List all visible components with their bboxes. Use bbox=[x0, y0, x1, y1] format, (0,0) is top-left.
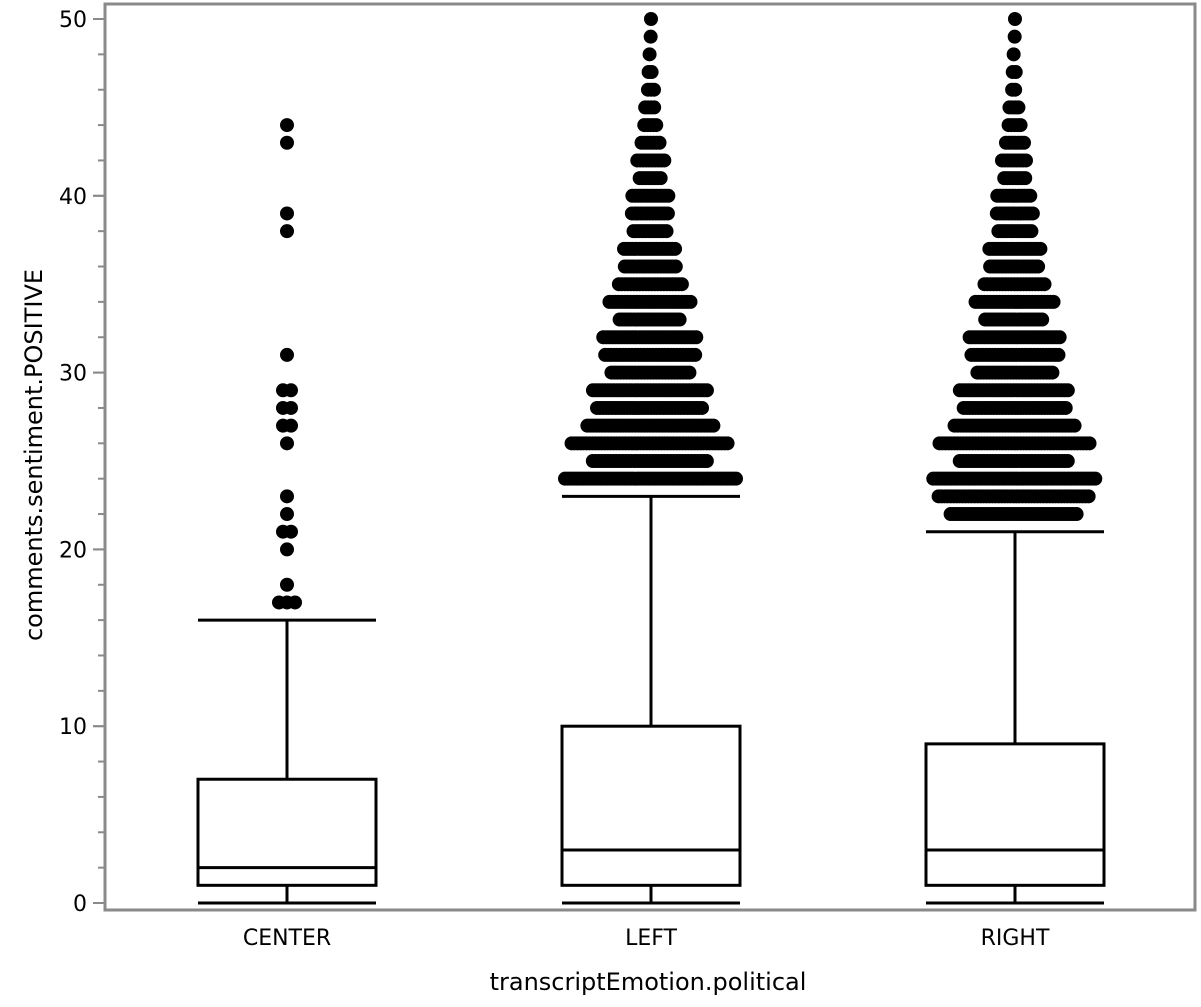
outlier-point bbox=[280, 507, 294, 522]
outlier-point bbox=[653, 171, 668, 186]
y-tick-label: 10 bbox=[59, 715, 87, 740]
outlier-point bbox=[720, 436, 735, 451]
outlier-point bbox=[280, 436, 294, 451]
outlier-point bbox=[699, 454, 714, 468]
outlier-point bbox=[672, 312, 687, 327]
outlier-point bbox=[1035, 312, 1050, 327]
outlier-point bbox=[649, 118, 664, 133]
y-tick-label: 30 bbox=[59, 362, 87, 387]
outlier-point bbox=[674, 277, 689, 292]
outlier-point bbox=[644, 65, 659, 80]
outlier-point bbox=[288, 595, 302, 610]
outlier-point bbox=[1069, 507, 1084, 522]
outlier-point bbox=[280, 224, 294, 239]
outlier-point bbox=[729, 471, 743, 486]
iqr-box bbox=[196, 777, 378, 887]
outlier-point bbox=[280, 135, 294, 150]
outlier-point bbox=[280, 577, 294, 592]
outlier-point bbox=[1033, 241, 1048, 256]
outlier-point bbox=[1011, 100, 1026, 115]
outlier-point bbox=[1008, 12, 1022, 26]
y-tick-label: 20 bbox=[59, 538, 87, 563]
x-tick-label: RIGHT bbox=[981, 926, 1050, 951]
x-axis: CENTER LEFT RIGHT bbox=[243, 926, 1050, 951]
outlier-point bbox=[683, 294, 698, 309]
outlier-point bbox=[689, 330, 704, 345]
y-tick-label: 0 bbox=[73, 892, 87, 917]
outlier-point bbox=[1081, 489, 1096, 504]
outliers-right bbox=[926, 12, 1103, 522]
outlier-point bbox=[1046, 294, 1061, 309]
outlier-point bbox=[1008, 65, 1023, 80]
outlier-point bbox=[668, 241, 683, 256]
outlier-point bbox=[652, 135, 667, 150]
outlier-point bbox=[660, 206, 675, 221]
outlier-point bbox=[1006, 47, 1021, 62]
box-left bbox=[560, 494, 742, 905]
outlier-point bbox=[1031, 259, 1046, 274]
outlier-point bbox=[1013, 118, 1028, 133]
y-axis: 0 10 20 30 40 50 bbox=[59, 8, 105, 917]
outlier-point bbox=[646, 82, 661, 97]
outlier-point bbox=[1024, 224, 1039, 239]
outlier-point bbox=[1045, 365, 1060, 380]
iqr-box bbox=[924, 742, 1106, 887]
outlier-point bbox=[699, 383, 714, 398]
outlier-point bbox=[1007, 29, 1022, 44]
outlier-point bbox=[284, 383, 298, 398]
outlier-point bbox=[688, 347, 703, 362]
outlier-point bbox=[1016, 135, 1031, 150]
outlier-point bbox=[1067, 418, 1082, 433]
outlier-point bbox=[1018, 153, 1033, 168]
x-tick-label: LEFT bbox=[625, 926, 677, 951]
outlier-point bbox=[280, 206, 294, 221]
outlier-point bbox=[647, 100, 662, 115]
outlier-point bbox=[1052, 330, 1067, 345]
outlier-point bbox=[1060, 454, 1075, 468]
outlier-point bbox=[284, 418, 298, 433]
outlier-point bbox=[280, 347, 294, 362]
outlier-point bbox=[1060, 383, 1075, 398]
outlier-point bbox=[642, 47, 657, 62]
outlier-point bbox=[695, 400, 710, 415]
y-axis-title: comments.sentiment.POSITIVE bbox=[20, 269, 48, 641]
outlier-point bbox=[280, 542, 294, 557]
outlier-point bbox=[1058, 400, 1073, 415]
outlier-point bbox=[1082, 436, 1097, 451]
outlier-point bbox=[657, 153, 672, 168]
box-center bbox=[196, 618, 378, 905]
outlier-point bbox=[1025, 206, 1040, 221]
y-tick-label: 50 bbox=[59, 8, 87, 33]
outlier-point bbox=[280, 489, 294, 504]
outlier-point bbox=[644, 12, 658, 26]
outlier-point bbox=[668, 259, 683, 274]
outlier-point bbox=[1088, 471, 1103, 486]
outlier-point bbox=[659, 224, 674, 239]
y-tick-label: 40 bbox=[59, 185, 87, 210]
outlier-point bbox=[706, 418, 721, 433]
outlier-point bbox=[682, 365, 697, 380]
outlier-point bbox=[643, 29, 658, 44]
outlier-point bbox=[1008, 82, 1023, 97]
outlier-point bbox=[1051, 347, 1066, 362]
outliers-center bbox=[272, 118, 302, 610]
outlier-point bbox=[661, 188, 676, 203]
outliers-left bbox=[558, 12, 743, 486]
outlier-point bbox=[280, 118, 294, 133]
iqr-box bbox=[560, 724, 742, 887]
x-tick-label: CENTER bbox=[243, 926, 331, 951]
outlier-point bbox=[1037, 277, 1052, 292]
outlier-point bbox=[1023, 188, 1038, 203]
outliers-layer bbox=[272, 12, 1103, 610]
outlier-point bbox=[284, 400, 298, 415]
x-axis-title: transcriptEmotion.political bbox=[490, 968, 807, 996]
outlier-point bbox=[284, 524, 298, 539]
box-right bbox=[924, 530, 1106, 905]
boxes-layer bbox=[196, 494, 1106, 905]
outlier-point bbox=[1018, 171, 1033, 186]
